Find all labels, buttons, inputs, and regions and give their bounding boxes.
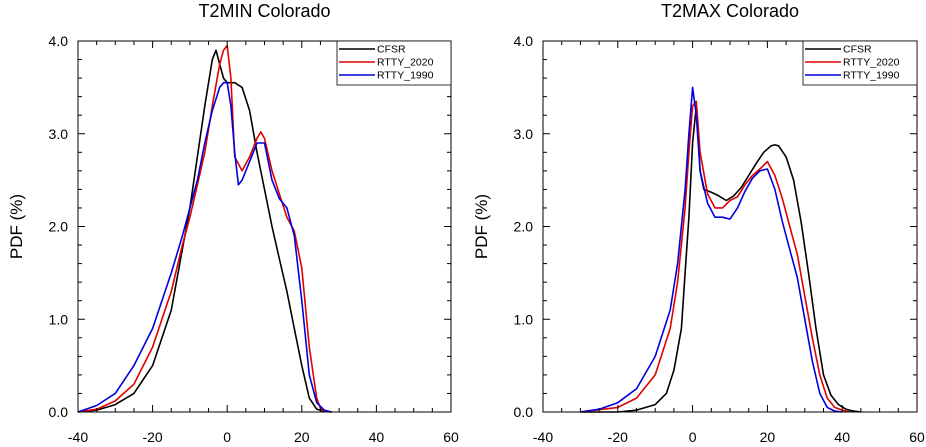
y-axis-label: PDF (%) <box>472 194 491 259</box>
chart-panel-1: T2MAX Colorado PDF (%) -40 -20 0 20 40 60 0.0 1.0… <box>472 1 925 445</box>
legend-label: RTTY_1990 <box>377 70 434 82</box>
y-tick-label: 2.0 <box>49 219 69 235</box>
x-tick-label: 20 <box>294 429 310 445</box>
x-tick-label: 0 <box>689 429 697 445</box>
y-tick-label: 3.0 <box>514 126 534 142</box>
legend-label: CFSR <box>377 44 406 56</box>
y-tick-label: 3.0 <box>49 126 69 142</box>
y-tick-label: 0.0 <box>49 404 69 420</box>
legend-label: RTTY_1990 <box>843 70 900 82</box>
chart-title: T2MIN Colorado <box>198 1 330 21</box>
plot-frame <box>77 40 452 413</box>
series-line-cfsr <box>580 105 861 413</box>
y-tick-label: 4.0 <box>514 33 534 49</box>
x-tick-label: -20 <box>142 429 162 445</box>
plot-frame <box>542 40 918 413</box>
chart-title: T2MAX Colorado <box>661 1 799 21</box>
legend-label: RTTY_2020 <box>843 57 900 69</box>
chart-panel-0: T2MIN Colorado PDF (%) -40 -20 0 20 40 60 0.0 1.0… <box>7 1 459 445</box>
y-axis-label: PDF (%) <box>7 194 26 259</box>
series-line-rtty-2020 <box>580 100 850 413</box>
series-line-rtty-1990 <box>580 86 843 413</box>
x-tick-label: 0 <box>223 429 231 445</box>
series-line-cfsr <box>77 49 332 413</box>
x-tick-label: 40 <box>369 429 385 445</box>
y-tick-label: 1.0 <box>49 311 69 327</box>
x-tick-label: -40 <box>68 429 88 445</box>
legend-label: CFSR <box>843 44 872 56</box>
series-line-rtty-1990 <box>77 81 332 413</box>
x-tick-label: 60 <box>909 429 925 445</box>
y-tick-label: 4.0 <box>49 33 69 49</box>
legend-label: RTTY_2020 <box>377 57 434 69</box>
series-line-rtty-2020 <box>77 44 332 413</box>
x-tick-label: 40 <box>834 429 850 445</box>
x-tick-label: -40 <box>533 429 553 445</box>
y-tick-label: 2.0 <box>514 219 534 235</box>
x-tick-label: -20 <box>608 429 628 445</box>
x-tick-label: 60 <box>443 429 459 445</box>
y-tick-label: 0.0 <box>514 404 534 420</box>
x-tick-label: 20 <box>760 429 776 445</box>
y-tick-label: 1.0 <box>514 311 534 327</box>
